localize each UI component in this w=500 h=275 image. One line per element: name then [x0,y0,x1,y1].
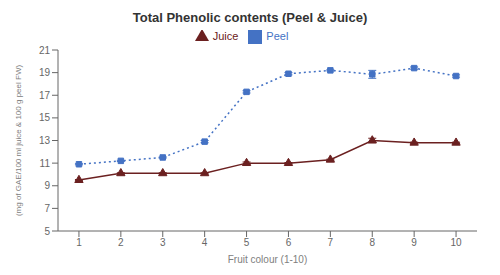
svg-text:10: 10 [450,237,462,248]
html-text:Peel: Peel [266,30,289,42]
svg-text:2: 2 [118,237,124,248]
svg-text:21: 21 [39,45,51,56]
svg-text:9: 9 [44,180,50,191]
svg-text:1: 1 [76,237,82,248]
svg-text:5: 5 [244,237,250,248]
svg-text:9: 9 [411,237,417,248]
svg-text:5: 5 [44,226,50,237]
svg-text:19: 19 [39,67,51,78]
svg-text:11: 11 [40,158,51,169]
html-text:Juice: Juice [212,30,239,42]
svg-text:7: 7 [328,237,334,248]
svg-text:(mg of GAE/100 ml juice & 100: (mg of GAE/100 ml juice & 100 g peel FW) [14,65,23,217]
html-text:Total Phenolic contents (Peel: Total Phenolic contents (Peel & Juice) [132,10,368,25]
svg-text:Fruit colour (1-10): Fruit colour (1-10) [228,254,307,265]
svg-text:13: 13 [39,135,51,146]
svg-text:3: 3 [160,237,166,248]
svg-text:4: 4 [202,237,208,248]
svg-text:6: 6 [286,237,292,248]
svg-text:7: 7 [44,203,50,214]
svg-text:8: 8 [369,237,375,248]
svg-text:17: 17 [39,90,51,101]
svg-text:15: 15 [39,112,51,123]
